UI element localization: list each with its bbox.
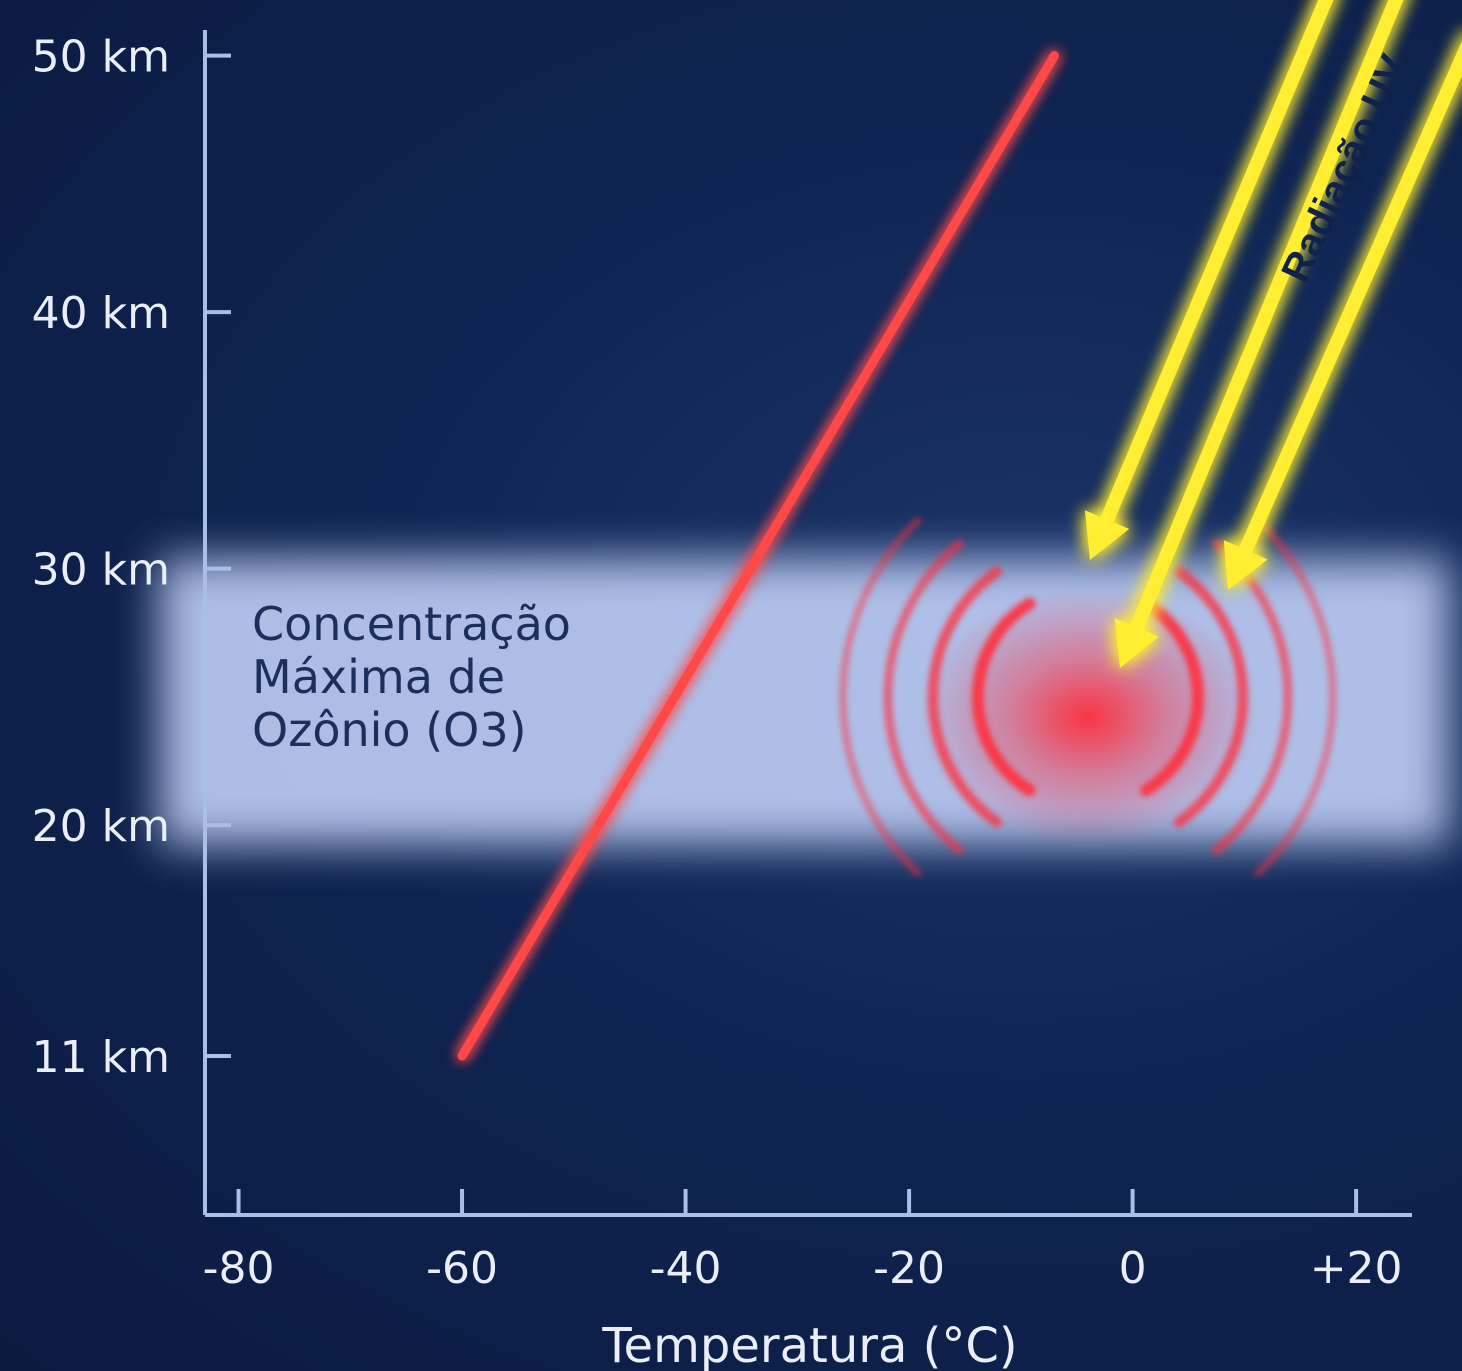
y-tick-label: 50 km [32, 32, 170, 83]
x-tick-label: +20 [1310, 1243, 1403, 1294]
uv-ray-arrow [1114, 0, 1404, 668]
temperature-line [457, 51, 1059, 1061]
x-tick-label: -20 [873, 1243, 945, 1294]
ozone-band-label: Concentração Máxima de Ozônio (O3) [252, 597, 571, 757]
heat-wave-arc-right [1140, 597, 1204, 797]
x-tick-label: -60 [426, 1243, 498, 1294]
uv-ray-arrowhead [1084, 510, 1130, 560]
y-tick-label: 30 km [32, 545, 170, 596]
heat-wave-arc-left [971, 597, 1036, 797]
y-tick-label: 11 km [32, 1032, 170, 1083]
ozone-band-label-line: Concentração [252, 597, 571, 651]
heat-wave-arc-left [839, 516, 922, 877]
uv-ray-arrow [1223, 40, 1462, 590]
heat-wave-arc-right [1173, 566, 1249, 828]
y-tick-label: 40 km [32, 288, 170, 339]
x-tick-label: -40 [650, 1243, 722, 1294]
ozone-band-label-line: Ozônio (O3) [252, 703, 527, 757]
uv-ray-shaft [1233, 40, 1462, 570]
heat-source-glow [917, 586, 1258, 847]
heat-wave-arc-left [883, 539, 964, 855]
heat-wave-arc-right [1211, 539, 1293, 855]
ozone-band-label-line: Máxima de [252, 650, 505, 704]
uv-ray-arrowhead [1223, 540, 1268, 590]
heat-wave-arc-left [927, 566, 1003, 828]
x-tick-label: -80 [203, 1243, 275, 1294]
uv-ray-arrow [1084, 0, 1334, 560]
uv-ray-shaft [1094, 0, 1334, 540]
uv-ray-shaft [1124, 0, 1404, 648]
uv-ray-arrowhead [1114, 618, 1159, 668]
x-axis-label: Temperatura (°C) [601, 1318, 1017, 1371]
y-tick-label: 20 km [32, 801, 170, 852]
heat-wave-arc-right [1254, 516, 1337, 877]
x-tick-label: 0 [1119, 1243, 1147, 1294]
